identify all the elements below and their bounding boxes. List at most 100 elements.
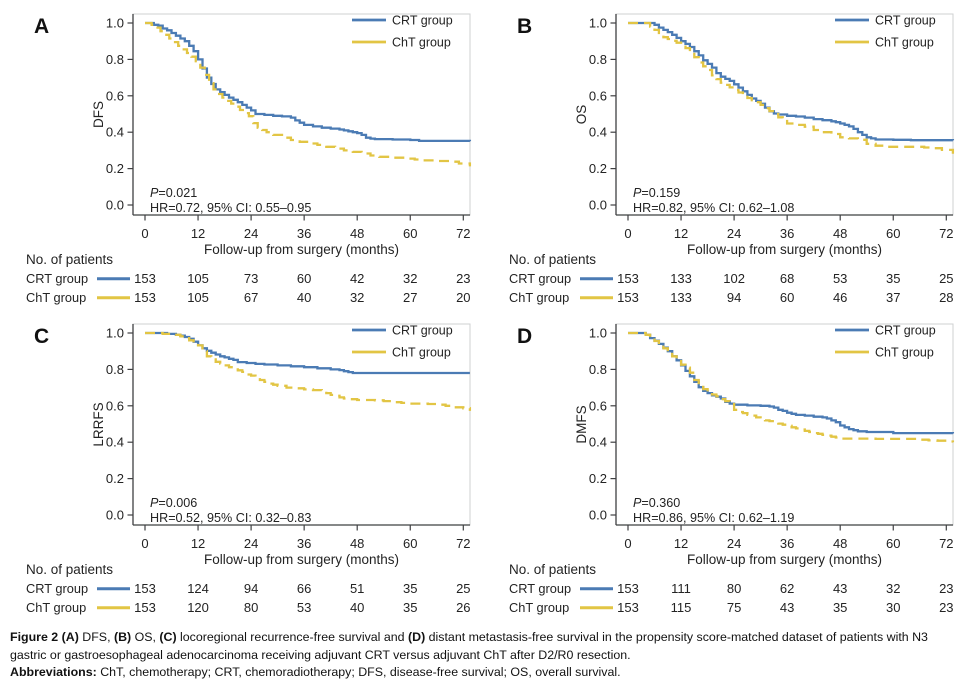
risk-count: 23 [456,271,470,286]
km-curve-cht [628,21,955,154]
x-tick-label: 48 [350,226,364,241]
risk-row-label: ChT group [509,600,569,615]
panel-letter: B [517,15,532,38]
panel-letter: A [34,15,49,38]
risk-count: 153 [134,600,156,615]
risk-count: 66 [297,581,311,596]
p-value: P=0.360 [633,496,680,510]
risk-table: No. of patients CRT group 153 133 102 68 53 35 2… [509,252,954,305]
risk-count: 124 [187,581,209,596]
risk-count: 115 [671,600,692,615]
risk-count: 153 [617,581,639,596]
x-tick-label: 60 [886,536,900,551]
figure-caption: Figure 2 (A) DFS, (B) OS, (C) locoregion… [0,620,966,682]
x-tick-label: 36 [780,536,794,551]
panel-letter: D [517,325,532,348]
panel-a-chart: 1.0 0.8 0.6 0.4 0.2 0.0 0 12 24 36 48 60 72 CRT group… [26,13,472,305]
hazard-ratio: HR=0.86, 95% CI: 0.62–1.19 [633,511,794,525]
x-tick-label: 24 [727,226,741,241]
x-tick-label: 48 [833,226,847,241]
panel-d: 1.0 0.8 0.6 0.4 0.2 0.0 0 12 24 36 48 60 72 CRT group… [483,310,966,620]
risk-row-label: ChT group [26,290,86,305]
risk-row-label: CRT group [509,581,571,596]
x-tick-label: 60 [403,536,417,551]
risk-count: 51 [350,581,364,596]
risk-count: 153 [617,600,639,615]
risk-count: 46 [833,290,847,305]
legend: CRT group ChT group [352,14,453,50]
legend-label: CRT group [875,324,936,338]
x-tick-label: 36 [297,536,311,551]
risk-count: 35 [886,271,900,286]
y-tick-label: 0.6 [589,398,607,413]
y-tick-label: 0.8 [106,52,124,67]
risk-count: 25 [939,271,953,286]
y-tick-label: 0.0 [106,508,124,523]
km-curve-cht [628,331,955,443]
risk-row-label: ChT group [509,290,569,305]
x-tick-label: 12 [191,226,205,241]
y-tick-label: 0.8 [106,362,124,377]
risk-count: 94 [244,581,258,596]
x-tick-label: 36 [297,226,311,241]
legend-label: ChT group [392,346,451,360]
x-tick-label: 0 [624,536,631,551]
risk-count: 23 [939,581,953,596]
panel-d-chart: 1.0 0.8 0.6 0.4 0.2 0.0 0 12 24 36 48 60 72 CRT group… [509,323,955,615]
legend-label: CRT group [392,324,453,338]
risk-count: 80 [727,581,741,596]
x-tick-label: 12 [674,226,688,241]
y-tick-label: 0.8 [589,52,607,67]
caption-abbreviations: Abbreviations: ChT, chemotherapy; CRT, c… [10,665,621,680]
risk-table: No. of patients CRT group 153 105 73 60 42 32 23… [26,252,471,305]
y-tick-label: 0.4 [106,435,124,450]
y-tick-label: 0.6 [106,398,124,413]
y-tick-label: 0.4 [106,125,124,140]
panel-a: 1.0 0.8 0.6 0.4 0.2 0.0 0 12 24 36 48 60 72 CRT group… [0,0,483,310]
y-tick-label: 1.0 [589,326,607,341]
axes: 1.0 0.8 0.6 0.4 0.2 0.0 0 12 24 36 48 60 72 [106,13,471,241]
y-tick-label: 0.2 [589,471,607,486]
risk-table-header: No. of patients [509,562,596,577]
risk-count: 20 [456,290,470,305]
risk-count: 26 [456,600,470,615]
risk-count: 32 [350,290,364,305]
hazard-ratio: HR=0.52, 95% CI: 0.32–0.83 [150,511,311,525]
y-tick-label: 0.6 [106,88,124,103]
axes: 1.0 0.8 0.6 0.4 0.2 0.0 0 12 24 36 48 60 72 [589,323,954,551]
risk-count: 153 [134,290,156,305]
risk-count: 133 [670,271,692,286]
risk-count: 43 [833,581,847,596]
x-axis-title: Follow-up from surgery (months) [204,552,399,567]
km-curve-crt [145,21,472,143]
x-tick-label: 72 [939,226,953,241]
km-curve-crt [628,21,955,142]
panel-grid: 1.0 0.8 0.6 0.4 0.2 0.0 0 12 24 36 48 60 72 CRT group… [0,0,966,620]
panel-c: 1.0 0.8 0.6 0.4 0.2 0.0 0 12 24 36 48 60 72 CRT group… [0,310,483,620]
x-axis-title: Follow-up from surgery (months) [687,242,882,257]
x-tick-label: 12 [191,536,205,551]
risk-count: 153 [617,271,639,286]
risk-count: 30 [886,600,900,615]
risk-count: 80 [244,600,258,615]
legend-label: ChT group [875,36,934,50]
legend: CRT group ChT group [352,324,453,360]
x-axis-title: Follow-up from surgery (months) [687,552,882,567]
y-tick-label: 0.2 [589,161,607,176]
y-axis-title: LRRFS [91,402,106,446]
risk-count: 35 [833,600,847,615]
x-tick-label: 72 [456,536,470,551]
axes: 1.0 0.8 0.6 0.4 0.2 0.0 0 12 24 36 48 60 72 [589,13,954,241]
axes: 1.0 0.8 0.6 0.4 0.2 0.0 0 12 24 36 48 60 72 [106,323,471,551]
risk-count: 153 [617,290,639,305]
x-tick-label: 24 [244,536,258,551]
risk-count: 37 [886,290,900,305]
risk-count: 23 [939,600,953,615]
legend: CRT group ChT group [835,14,936,50]
risk-count: 32 [403,271,417,286]
y-tick-label: 0.0 [106,198,124,213]
